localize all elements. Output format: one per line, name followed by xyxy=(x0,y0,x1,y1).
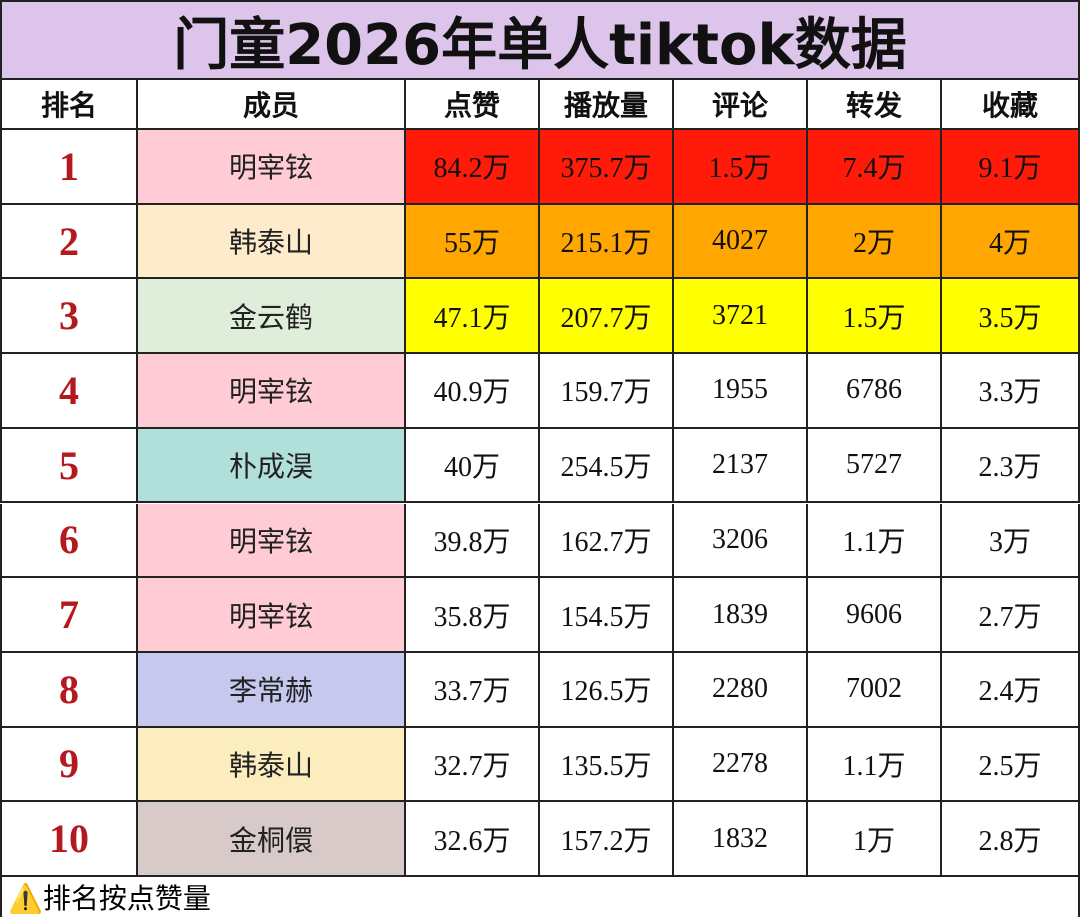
member: 金桐儇 xyxy=(138,802,406,877)
stat-cell: 2280 xyxy=(674,652,808,728)
stat-cell: 159.7万 xyxy=(540,354,674,429)
column-header: 成员 xyxy=(138,80,406,130)
stat-cell: 215.1万 xyxy=(540,204,674,280)
stat-cell: 154.5万 xyxy=(540,578,674,653)
member: 韩泰山 xyxy=(138,727,406,803)
rank: 7 xyxy=(0,578,138,653)
stat-cell: 6786 xyxy=(808,354,942,429)
stat-cell: 3万 xyxy=(942,503,1080,579)
stat-cell: 2.5万 xyxy=(942,727,1080,803)
stat-cell: 162.7万 xyxy=(540,503,674,579)
rank: 5 xyxy=(0,428,138,504)
stat-cell: 35.8万 xyxy=(406,578,540,653)
stat-cell: 157.2万 xyxy=(540,802,674,877)
member: 明宰铉 xyxy=(138,578,406,653)
stat-cell: 40万 xyxy=(406,428,540,504)
rank: 3 xyxy=(0,279,138,355)
stat-cell: 84.2万 xyxy=(406,130,540,205)
member: 朴成淏 xyxy=(138,428,406,504)
stat-cell: 9.1万 xyxy=(942,130,1080,205)
stat-cell: 3.5万 xyxy=(942,279,1080,355)
stat-cell: 9606 xyxy=(808,578,942,653)
stat-cell: 32.6万 xyxy=(406,802,540,877)
rank: 8 xyxy=(0,652,138,728)
stat-cell: 2万 xyxy=(808,204,942,280)
column-header: 转发 xyxy=(808,80,942,130)
stat-cell: 4027 xyxy=(674,204,808,280)
column-header: 点赞 xyxy=(406,80,540,130)
stat-cell: 375.7万 xyxy=(540,130,674,205)
stat-cell: 1832 xyxy=(674,802,808,877)
column-header: 评论 xyxy=(674,80,808,130)
rank: 6 xyxy=(0,503,138,579)
stat-cell: 2.7万 xyxy=(942,578,1080,653)
column-header: 播放量 xyxy=(540,80,674,130)
stat-cell: 5727 xyxy=(808,428,942,504)
stat-cell: 40.9万 xyxy=(406,354,540,429)
stat-cell: 55万 xyxy=(406,204,540,280)
stat-cell: 2.4万 xyxy=(942,652,1080,728)
stat-cell: 207.7万 xyxy=(540,279,674,355)
member: 金云鹤 xyxy=(138,279,406,355)
member: 明宰铉 xyxy=(138,130,406,205)
stat-cell: 1955 xyxy=(674,354,808,429)
title: 门童2026年单人tiktok数据 xyxy=(0,0,1080,80)
stat-cell: 1.1万 xyxy=(808,503,942,579)
column-header: 收藏 xyxy=(942,80,1080,130)
stat-cell: 2137 xyxy=(674,428,808,504)
member: 韩泰山 xyxy=(138,204,406,280)
stat-cell: 135.5万 xyxy=(540,727,674,803)
stat-cell: 3206 xyxy=(674,503,808,579)
stat-cell: 4万 xyxy=(942,204,1080,280)
stat-cell: 32.7万 xyxy=(406,727,540,803)
stat-cell: 7002 xyxy=(808,652,942,728)
footer-note: ⚠️排名按点赞量 xyxy=(0,877,1080,917)
member: 李常赫 xyxy=(138,652,406,728)
stat-cell: 254.5万 xyxy=(540,428,674,504)
rank: 2 xyxy=(0,204,138,280)
column-header: 排名 xyxy=(0,80,138,130)
stat-cell: 3.3万 xyxy=(942,354,1080,429)
stat-cell: 2278 xyxy=(674,727,808,803)
stat-cell: 47.1万 xyxy=(406,279,540,355)
stat-cell: 1.5万 xyxy=(808,279,942,355)
stat-cell: 33.7万 xyxy=(406,652,540,728)
stat-cell: 2.8万 xyxy=(942,802,1080,877)
stat-cell: 3721 xyxy=(674,279,808,355)
stat-cell: 1.1万 xyxy=(808,727,942,803)
stat-cell: 1万 xyxy=(808,802,942,877)
rank: 1 xyxy=(0,130,138,205)
stat-cell: 126.5万 xyxy=(540,652,674,728)
rank: 9 xyxy=(0,727,138,803)
member: 明宰铉 xyxy=(138,503,406,579)
stat-cell: 2.3万 xyxy=(942,428,1080,504)
member: 明宰铉 xyxy=(138,354,406,429)
stat-cell: 7.4万 xyxy=(808,130,942,205)
stat-cell: 39.8万 xyxy=(406,503,540,579)
stat-cell: 1.5万 xyxy=(674,130,808,205)
rank: 4 xyxy=(0,354,138,429)
rank: 10 xyxy=(0,802,138,877)
stat-cell: 1839 xyxy=(674,578,808,653)
